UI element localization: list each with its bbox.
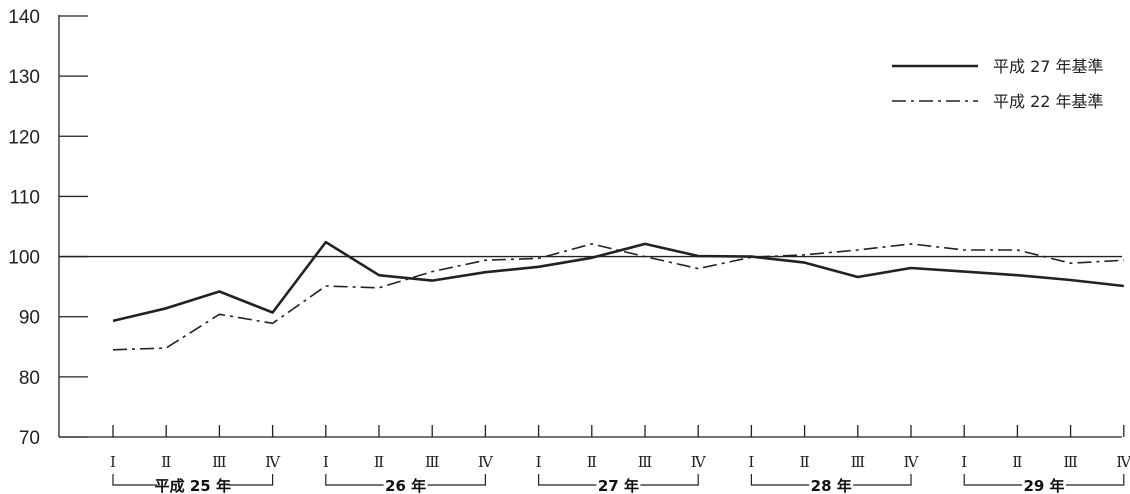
series-line-1 bbox=[112, 240, 1124, 323]
year-bracket-left bbox=[325, 474, 384, 486]
legend-item-series-2: 平成 22 年基準 bbox=[892, 92, 1104, 111]
x-tick-label: Ⅲ bbox=[638, 453, 652, 471]
year-bracket-right bbox=[1066, 474, 1125, 486]
x-tick-label: Ⅲ bbox=[425, 453, 439, 471]
year-bracket-right bbox=[228, 474, 274, 486]
x-tick-label: Ⅳ bbox=[904, 453, 920, 471]
year-label: 26 年 bbox=[385, 477, 426, 494]
x-ticks: Ⅰ Ⅱ Ⅲ Ⅳ Ⅰ Ⅱ Ⅲ Ⅳ Ⅰ Ⅱ Ⅲ Ⅳ Ⅰ Ⅱ Ⅲ Ⅳ Ⅰ Ⅱ Ⅲ Ⅳ bbox=[110, 425, 1130, 471]
x-tick-label: Ⅲ bbox=[851, 453, 865, 471]
x-tick-label: Ⅲ bbox=[1063, 453, 1077, 471]
legend-label-series-2: 平成 22 年基準 bbox=[993, 92, 1104, 111]
legend-label-series-1: 平成 27 年基準 bbox=[993, 57, 1104, 76]
x-tick-label: Ⅱ bbox=[587, 453, 597, 471]
y-ticks: 70 80 90 100 110 120 130 140 bbox=[8, 7, 88, 449]
x-tick-label: Ⅳ bbox=[691, 453, 707, 471]
y-axis: 70 80 90 100 110 120 130 140 bbox=[8, 7, 88, 449]
y-tick-label: 90 bbox=[19, 308, 40, 329]
y-tick-label: 70 bbox=[19, 428, 40, 449]
x-tick-label: Ⅱ bbox=[1012, 453, 1022, 471]
y-tick-label: 80 bbox=[19, 368, 40, 389]
year-bracket-left bbox=[538, 474, 597, 486]
x-tick-label: Ⅱ bbox=[374, 453, 384, 471]
y-tick-label: 110 bbox=[10, 187, 40, 208]
x-tick-label: Ⅳ bbox=[1116, 453, 1130, 471]
x-tick-label: Ⅱ bbox=[161, 453, 171, 471]
year-brackets: 平成 25 年 26 年 27 年 28 年 29 年 bbox=[112, 474, 1125, 494]
y-tick-label: 130 bbox=[8, 67, 40, 88]
year-bracket-left bbox=[963, 474, 1022, 486]
x-tick-label: Ⅰ bbox=[748, 453, 754, 471]
x-tick-label: Ⅰ bbox=[323, 453, 329, 471]
y-tick-label: 140 bbox=[8, 7, 40, 28]
year-bracket-left bbox=[112, 474, 158, 486]
x-axis: Ⅰ Ⅱ Ⅲ Ⅳ Ⅰ Ⅱ Ⅲ Ⅳ Ⅰ Ⅱ Ⅲ Ⅳ Ⅰ Ⅱ Ⅲ Ⅳ Ⅰ Ⅱ Ⅲ Ⅳ 平成 25 年 26 年 27 年 28 年… bbox=[59, 425, 1130, 494]
x-tick-label: Ⅰ bbox=[110, 453, 116, 471]
year-label: 29 年 bbox=[1023, 477, 1064, 494]
legend: 平成 27 年基準 平成 22 年基準 bbox=[892, 57, 1104, 111]
year-label: 平成 25 年 bbox=[155, 477, 231, 494]
x-tick-label: Ⅳ bbox=[478, 453, 494, 471]
year-label: 28 年 bbox=[811, 477, 852, 494]
y-tick-label: 100 bbox=[8, 248, 40, 269]
year-bracket-right bbox=[640, 474, 699, 486]
year-bracket-right bbox=[427, 474, 486, 486]
legend-item-series-1: 平成 27 年基準 bbox=[892, 57, 1104, 76]
x-tick-label: Ⅳ bbox=[265, 453, 281, 471]
year-bracket-right bbox=[853, 474, 912, 486]
year-label: 27 年 bbox=[598, 477, 639, 494]
series-layer bbox=[112, 240, 1124, 351]
year-bracket-left bbox=[750, 474, 810, 486]
x-tick-label: Ⅰ bbox=[961, 453, 967, 471]
y-tick-label: 120 bbox=[8, 127, 40, 148]
series-line-2 bbox=[112, 243, 1124, 351]
x-tick-label: Ⅲ bbox=[212, 453, 226, 471]
x-tick-label: Ⅰ bbox=[536, 453, 542, 471]
x-tick-label: Ⅱ bbox=[799, 453, 809, 471]
